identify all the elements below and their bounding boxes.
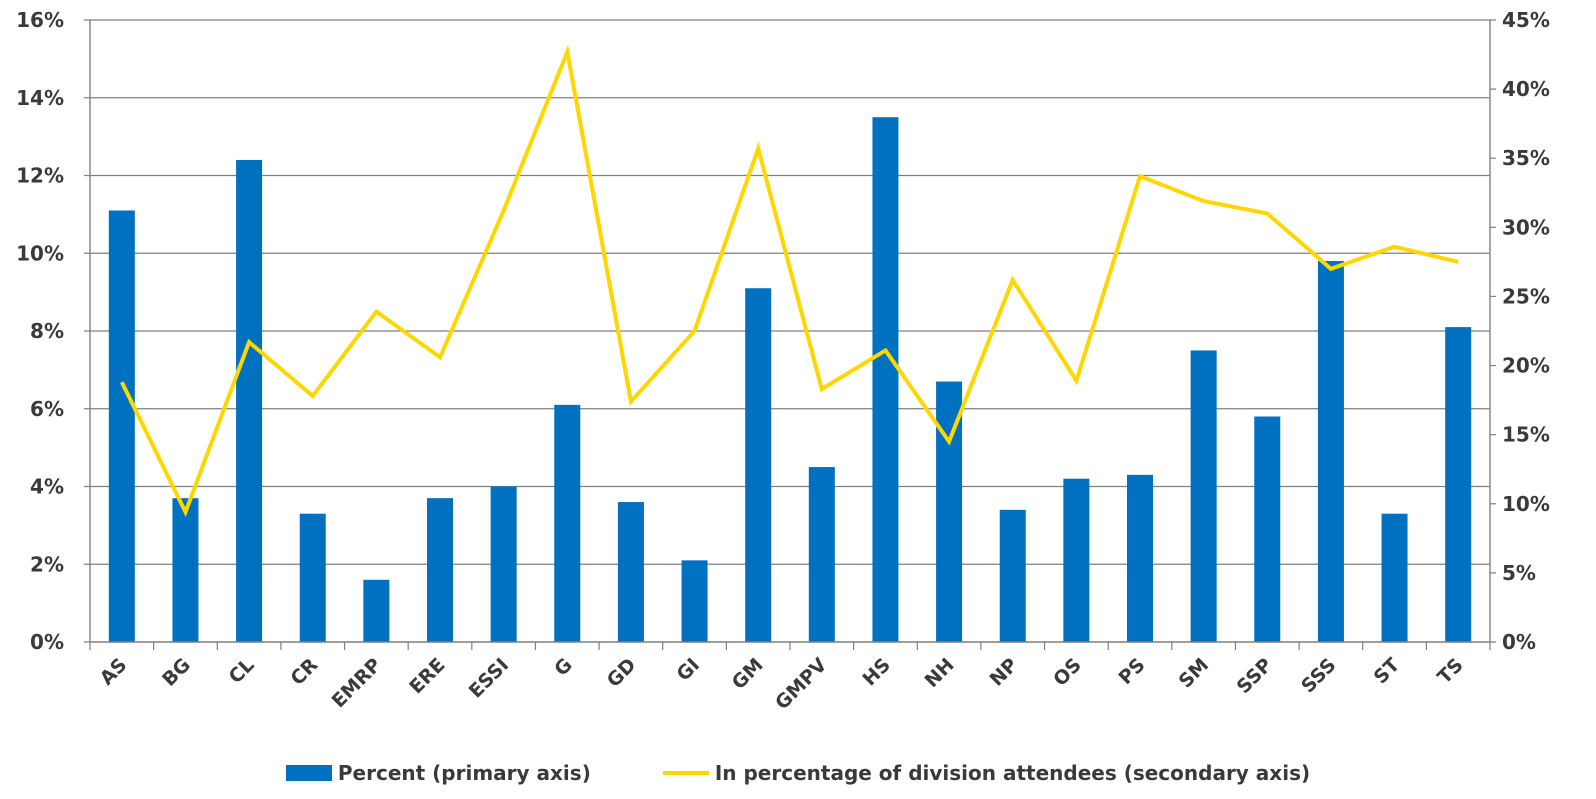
x-tick-label: BG bbox=[158, 654, 195, 691]
x-tick-label: SSP bbox=[1233, 654, 1277, 698]
legend: Percent (primary axis) In percentage of … bbox=[0, 757, 1596, 789]
bar bbox=[681, 560, 708, 642]
bar bbox=[1254, 416, 1281, 642]
x-tick-label: ST bbox=[1370, 654, 1404, 688]
legend-line-swatch bbox=[662, 771, 709, 775]
y2-tick-label: 45% bbox=[1502, 8, 1550, 32]
y2-tick-label: 10% bbox=[1502, 492, 1550, 516]
chart-svg: 0% 2% 4% 6% 8% 10% 12% 14% 16% 0% 5% 10% 15% 20% 25% 30… bbox=[16, 8, 1550, 714]
y2-tick-label: 25% bbox=[1502, 284, 1550, 308]
bar bbox=[1381, 513, 1408, 642]
bar bbox=[490, 486, 517, 642]
bar bbox=[1127, 474, 1153, 642]
x-tick-label: CL bbox=[225, 654, 259, 688]
legend-item-line: In percentage of division attendees (sec… bbox=[662, 761, 1311, 785]
y-tick-label: 6% bbox=[30, 397, 64, 421]
legend-line-label: In percentage of division attendees (sec… bbox=[714, 761, 1311, 785]
x-tick-label: SM bbox=[1175, 654, 1214, 693]
x-tick-label: NP bbox=[986, 654, 1023, 691]
bar bbox=[1063, 478, 1090, 642]
y-tick-label: 8% bbox=[30, 319, 64, 343]
bar bbox=[745, 288, 772, 642]
y2-tick-label: 40% bbox=[1502, 77, 1550, 101]
bar bbox=[617, 502, 644, 642]
x-tick-label: GM bbox=[728, 654, 768, 694]
bar bbox=[1445, 327, 1472, 642]
y-tick-label: 0% bbox=[30, 630, 64, 654]
y2-tick-label: 30% bbox=[1502, 215, 1550, 239]
bar bbox=[808, 467, 835, 642]
x-tick-label: CR bbox=[286, 654, 322, 690]
x-tick-label: NH bbox=[921, 654, 959, 692]
y2-tick-label: 5% bbox=[1502, 561, 1536, 585]
x-tick-label: OS bbox=[1049, 654, 1086, 691]
bar bbox=[1317, 261, 1344, 642]
y-tick-label: 12% bbox=[16, 164, 64, 188]
y-tick-label: 4% bbox=[30, 475, 64, 499]
x-tick-label: EMRP bbox=[328, 654, 386, 712]
x-tick-label: GMPV bbox=[771, 654, 831, 714]
x-tick-label: TS bbox=[1433, 654, 1467, 688]
x-tick-label: PS bbox=[1114, 654, 1149, 689]
bar bbox=[999, 509, 1026, 642]
x-tick-label: GI bbox=[672, 654, 704, 686]
legend-bar-label: Percent (primary axis) bbox=[337, 761, 591, 785]
x-tick-label: AS bbox=[96, 654, 132, 690]
line-series bbox=[120, 44, 1459, 518]
y-tick-label: 14% bbox=[16, 86, 64, 110]
y2-tick-label: 20% bbox=[1502, 354, 1550, 378]
x-tick-label: G bbox=[550, 654, 577, 681]
bar bbox=[299, 513, 326, 642]
bar bbox=[872, 117, 899, 642]
legend-item-bar: Percent (primary axis) bbox=[285, 761, 591, 785]
bar bbox=[108, 210, 135, 643]
y-tick-label: 16% bbox=[16, 8, 64, 32]
bar bbox=[1190, 350, 1217, 642]
legend-bar-swatch bbox=[285, 765, 332, 781]
y2-tick-label: 15% bbox=[1502, 423, 1550, 447]
x-tick-label: ESSI bbox=[465, 654, 513, 702]
y-tick-label: 10% bbox=[16, 241, 64, 265]
x-tick-label: ERE bbox=[405, 654, 449, 698]
bar bbox=[427, 498, 453, 642]
y2-tick-label: 35% bbox=[1502, 146, 1550, 170]
bar bbox=[554, 404, 581, 642]
y-tick-label: 2% bbox=[30, 552, 64, 576]
bar bbox=[236, 159, 263, 642]
x-tick-label: HS bbox=[859, 654, 895, 690]
x-tick-label: GD bbox=[603, 654, 641, 692]
x-tick-label: SSS bbox=[1297, 654, 1340, 697]
y2-tick-label: 0% bbox=[1502, 630, 1536, 654]
bar bbox=[172, 498, 199, 642]
bar bbox=[363, 579, 390, 642]
